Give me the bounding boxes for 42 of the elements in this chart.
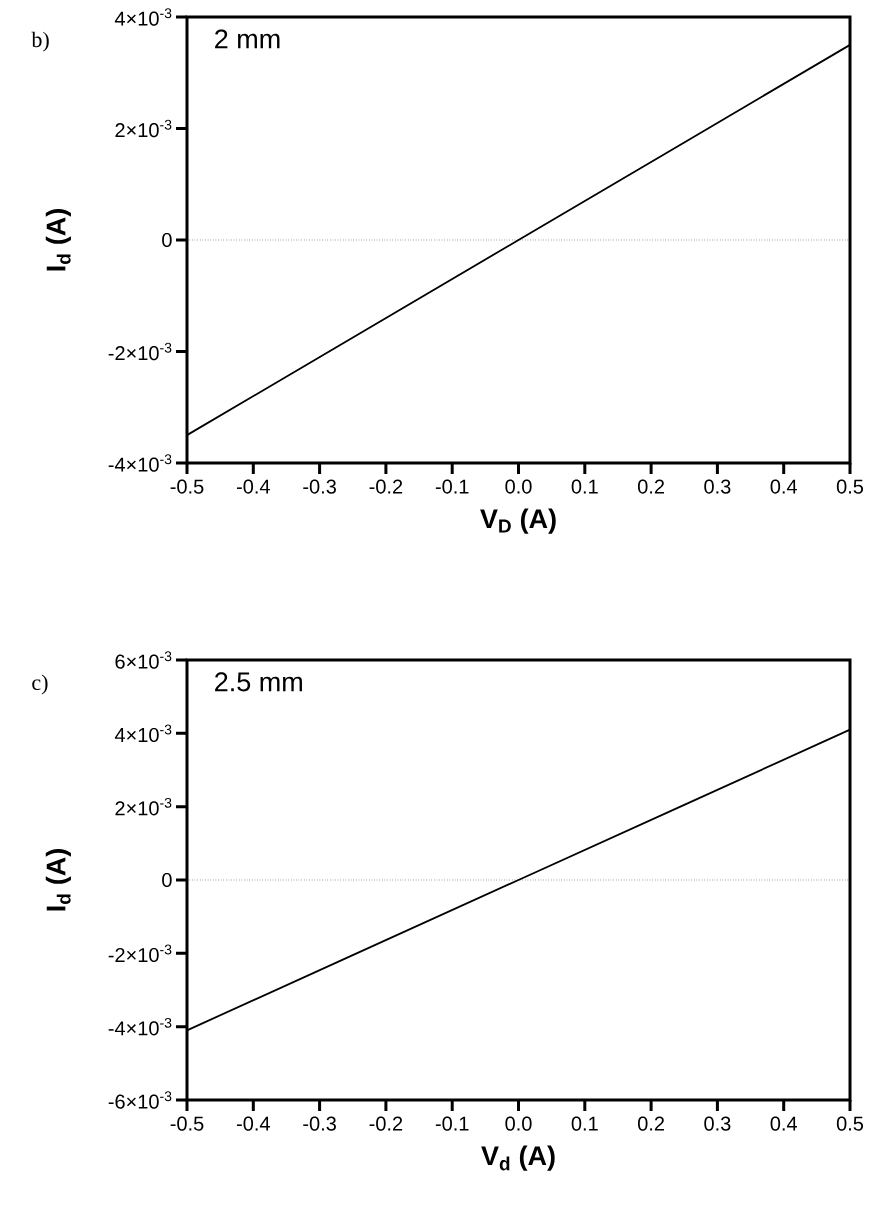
- x-tick-label: 0.2: [637, 1116, 664, 1131]
- x-tick-label: -0.2: [369, 1116, 403, 1131]
- y-tick-label: -6×10$^{-3}$: [108, 1091, 172, 1109]
- x-tick-label: -0.1: [435, 479, 469, 494]
- annotation: 2.5 mm: [215, 672, 302, 692]
- x-tick-label: -0.4: [236, 1116, 270, 1131]
- annotation: 2 mm: [215, 29, 280, 49]
- x-axis-title: V$_{d}$ (A): [481, 1145, 555, 1171]
- x-tick-label: -0.3: [303, 479, 336, 494]
- x-tick-label: 0.2: [637, 479, 664, 494]
- x-tick-label: -0.1: [435, 1116, 469, 1131]
- y-tick-label: -4×10$^{-3}$: [108, 454, 172, 472]
- y-tick-label: 2×10$^{-3}$: [115, 119, 172, 138]
- x-tick-label: -0.5: [170, 1116, 204, 1131]
- x-tick-label: 0.1: [571, 1116, 598, 1131]
- x-tick-label: -0.3: [303, 1116, 336, 1131]
- y-axis-title: I$_{d}$ (A): [45, 209, 71, 271]
- x-axis-title: V$_{D}$ (A): [480, 508, 556, 534]
- y-tick-label: -2×10$^{-3}$: [108, 944, 172, 963]
- x-tick-label: -0.4: [236, 479, 270, 494]
- y-tick-label: -2×10$^{-3}$: [108, 342, 172, 361]
- x-tick-label: 0.0: [505, 479, 532, 494]
- x-tick-label: 0.1: [571, 479, 598, 494]
- y-tick-label: 6×10$^{-3}$: [115, 651, 172, 669]
- x-tick-label: 0.0: [505, 1116, 532, 1131]
- y-tick-label: 2×10$^{-3}$: [115, 797, 172, 816]
- y-tick-label: -4×10$^{-3}$: [108, 1017, 172, 1036]
- y-tick-label: 4×10$^{-3}$: [114, 724, 172, 743]
- text: c): [32, 674, 48, 695]
- x-tick-label: -0.2: [369, 479, 403, 494]
- y-tick-label: 0: [162, 872, 172, 888]
- x-tick-label: 0.5: [836, 1116, 864, 1131]
- y-axis-title: I$_{d}$ (A): [45, 849, 71, 911]
- y-tick-label: 4×10$^{-3}$: [114, 8, 172, 26]
- text: b): [31, 31, 49, 52]
- x-tick-label: 0.4: [770, 1116, 798, 1131]
- x-tick-label: 0.3: [704, 479, 731, 494]
- x-tick-label: 0.4: [770, 479, 798, 494]
- y-tick-label: 0: [162, 232, 172, 248]
- x-tick-label: 0.5: [836, 479, 864, 494]
- x-tick-label: 0.3: [704, 1116, 731, 1131]
- x-tick-label: -0.5: [170, 479, 204, 494]
